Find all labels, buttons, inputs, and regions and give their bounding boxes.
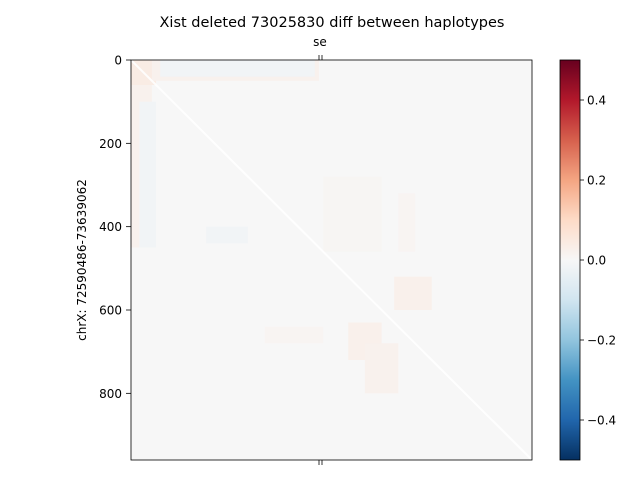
bottom-axis xyxy=(318,460,323,465)
y-axis: 0 200 400 600 800 xyxy=(99,54,131,401)
heatmap-region-10 xyxy=(364,343,399,394)
colorbar-tick-label-0: 0.4 xyxy=(587,94,606,108)
y-tick-label-4: 800 xyxy=(99,387,122,401)
colorbar-gradient xyxy=(559,59,581,461)
y-tick-label-0: 0 xyxy=(114,54,122,68)
y-tick-label-2: 400 xyxy=(99,220,122,234)
y-axis-label: chrX: 72590486-73639062 xyxy=(75,179,89,341)
heatmap-frame xyxy=(130,59,533,461)
heatmap-plot xyxy=(131,60,532,460)
heatmap-region-9 xyxy=(264,326,324,344)
top-axis: se xyxy=(313,35,327,60)
colorbar-tick-label-1: 0.2 xyxy=(587,174,606,188)
y-tick-label-1: 200 xyxy=(99,137,122,151)
heatmap-region-3 xyxy=(160,60,315,77)
colorbar-tick-label-2: 0.0 xyxy=(587,254,606,268)
heatmap-region-6 xyxy=(394,276,432,310)
heatmap-region-8 xyxy=(398,193,416,252)
heatmap-diagonal xyxy=(131,60,532,460)
colorbar: 0.4 0.2 0.0 −0.2 −0.4 xyxy=(559,59,616,461)
top-tick-label: se xyxy=(313,35,327,49)
colorbar-tick-label-4: −0.4 xyxy=(587,414,616,428)
chart-title: Xist deleted 73025830 diff between haplo… xyxy=(160,15,505,31)
colorbar-tick-label-3: −0.2 xyxy=(587,334,616,348)
heatmap-region-11 xyxy=(323,176,382,252)
heatmap-region-5 xyxy=(206,226,248,244)
heatmap-region-4 xyxy=(139,101,157,248)
y-tick-label-3: 600 xyxy=(99,304,122,318)
